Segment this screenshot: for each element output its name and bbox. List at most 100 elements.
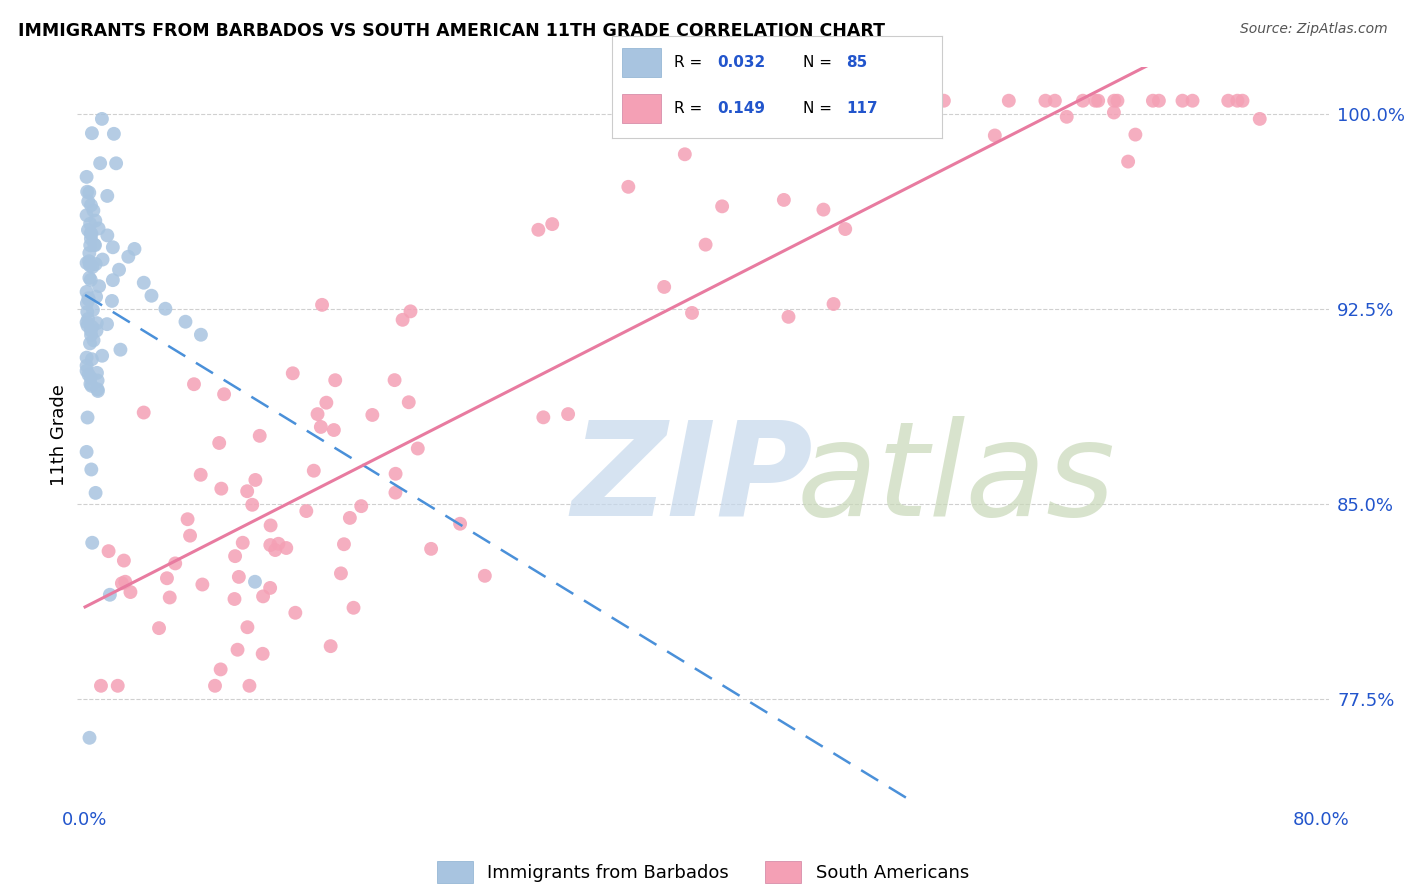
Text: R =: R = bbox=[675, 54, 703, 70]
Text: 0.149: 0.149 bbox=[717, 101, 765, 116]
Point bbox=[79, 217, 101, 231]
Point bbox=[84, 486, 107, 500]
Point bbox=[281, 366, 304, 380]
Point bbox=[77, 186, 100, 200]
Point bbox=[76, 359, 98, 373]
Point bbox=[801, 94, 824, 108]
Point bbox=[399, 304, 422, 318]
Point bbox=[391, 313, 413, 327]
Point bbox=[141, 289, 163, 303]
Point bbox=[711, 199, 734, 213]
Point bbox=[83, 334, 105, 348]
Point bbox=[111, 576, 134, 591]
Point bbox=[80, 379, 103, 393]
Text: R =: R = bbox=[675, 101, 703, 116]
Point bbox=[276, 541, 298, 555]
Point bbox=[112, 553, 135, 567]
Point bbox=[673, 147, 696, 161]
Point bbox=[76, 208, 98, 222]
Point bbox=[1102, 94, 1125, 108]
Point bbox=[420, 541, 443, 556]
Point bbox=[1056, 110, 1078, 124]
Point bbox=[117, 250, 139, 264]
Point bbox=[80, 462, 103, 476]
Point bbox=[80, 227, 103, 241]
Point bbox=[224, 549, 246, 563]
Point bbox=[97, 544, 120, 558]
Point bbox=[1249, 112, 1271, 126]
Point bbox=[84, 238, 107, 252]
Point bbox=[84, 257, 107, 271]
Point bbox=[76, 285, 98, 299]
Point bbox=[984, 128, 1007, 143]
Point bbox=[86, 382, 108, 396]
Point bbox=[82, 260, 104, 274]
Point bbox=[240, 498, 263, 512]
Point bbox=[108, 262, 131, 277]
Text: atlas: atlas bbox=[797, 416, 1116, 542]
Point bbox=[932, 94, 955, 108]
Point bbox=[77, 291, 100, 305]
Point bbox=[208, 436, 231, 450]
Text: 0.032: 0.032 bbox=[717, 54, 766, 70]
Text: ZIP: ZIP bbox=[572, 416, 813, 542]
Point bbox=[302, 464, 325, 478]
Point bbox=[259, 518, 281, 533]
Point bbox=[77, 194, 100, 209]
Point bbox=[96, 228, 118, 243]
Point bbox=[84, 290, 107, 304]
Point bbox=[652, 280, 675, 294]
Point bbox=[384, 467, 406, 481]
Point bbox=[86, 366, 108, 380]
Point bbox=[695, 237, 717, 252]
Point bbox=[76, 169, 98, 184]
Point bbox=[79, 246, 101, 260]
Point bbox=[80, 324, 103, 338]
Point bbox=[204, 679, 226, 693]
Point bbox=[617, 179, 640, 194]
Point bbox=[474, 569, 496, 583]
Point bbox=[236, 484, 259, 499]
Point bbox=[259, 538, 281, 552]
Point bbox=[1147, 94, 1170, 108]
Point bbox=[82, 203, 104, 218]
Point bbox=[82, 302, 104, 317]
Point bbox=[87, 221, 110, 235]
Point bbox=[155, 301, 177, 316]
Point bbox=[531, 410, 554, 425]
Point bbox=[77, 254, 100, 268]
Point bbox=[110, 343, 132, 357]
Y-axis label: 11th Grade: 11th Grade bbox=[49, 384, 67, 486]
Point bbox=[398, 395, 420, 409]
Point bbox=[238, 679, 260, 693]
Point bbox=[783, 110, 806, 124]
Point bbox=[77, 312, 100, 326]
Point bbox=[1035, 94, 1057, 108]
Point bbox=[174, 315, 197, 329]
Point bbox=[228, 570, 250, 584]
Point bbox=[1107, 94, 1129, 108]
Point bbox=[159, 591, 181, 605]
Point bbox=[323, 373, 346, 387]
Point bbox=[681, 306, 703, 320]
Point bbox=[232, 535, 254, 549]
Point bbox=[252, 590, 274, 604]
Point bbox=[224, 592, 246, 607]
Point bbox=[295, 504, 318, 518]
Point bbox=[723, 94, 745, 108]
Point bbox=[226, 642, 249, 657]
Point bbox=[212, 387, 235, 401]
Point bbox=[1142, 94, 1164, 108]
Point bbox=[333, 537, 356, 551]
Point bbox=[1232, 94, 1254, 108]
Point bbox=[361, 408, 384, 422]
Point bbox=[87, 384, 110, 398]
Point bbox=[76, 296, 98, 310]
Point bbox=[132, 405, 155, 419]
Point bbox=[79, 270, 101, 285]
Point bbox=[86, 324, 108, 338]
Point bbox=[557, 407, 579, 421]
Point bbox=[541, 217, 564, 231]
Point bbox=[252, 647, 274, 661]
Point bbox=[825, 94, 848, 108]
